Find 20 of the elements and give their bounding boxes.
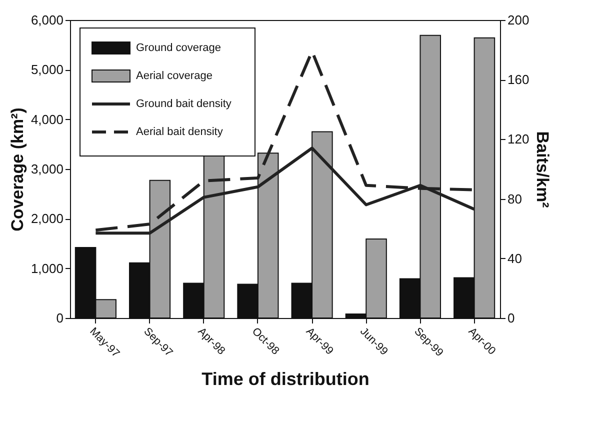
y2-tick-label: 40 [508,250,522,266]
legend-label: Aerial coverage [136,70,212,82]
y-tick-label: 5,000 [30,62,64,78]
y-tick-label: 2,000 [30,211,64,226]
y-tick-label: 0 [56,310,64,326]
y2-axis-title: Baits/km² [533,131,552,208]
y2-tick-label: 200 [508,12,530,28]
y-tick-label: 1,000 [30,260,64,276]
legend-label: Ground coverage [136,42,221,54]
y2-tick-label: 0 [508,310,515,326]
x-axis-title: Time of distribution [202,369,370,390]
y-tick-label: 3,000 [30,162,64,176]
y-tick-label: 6,000 [30,12,64,28]
y2-tick-label: 160 [508,72,530,88]
y-axis-title: Coverage (km²) [8,108,27,232]
y-tick-label: 4,000 [30,112,64,127]
legend-label: Aerial bait density [136,126,224,138]
y2-tick-label: 120 [508,132,530,147]
legend-label: Ground bait density [136,98,232,110]
y2-tick-label: 80 [508,191,522,206]
